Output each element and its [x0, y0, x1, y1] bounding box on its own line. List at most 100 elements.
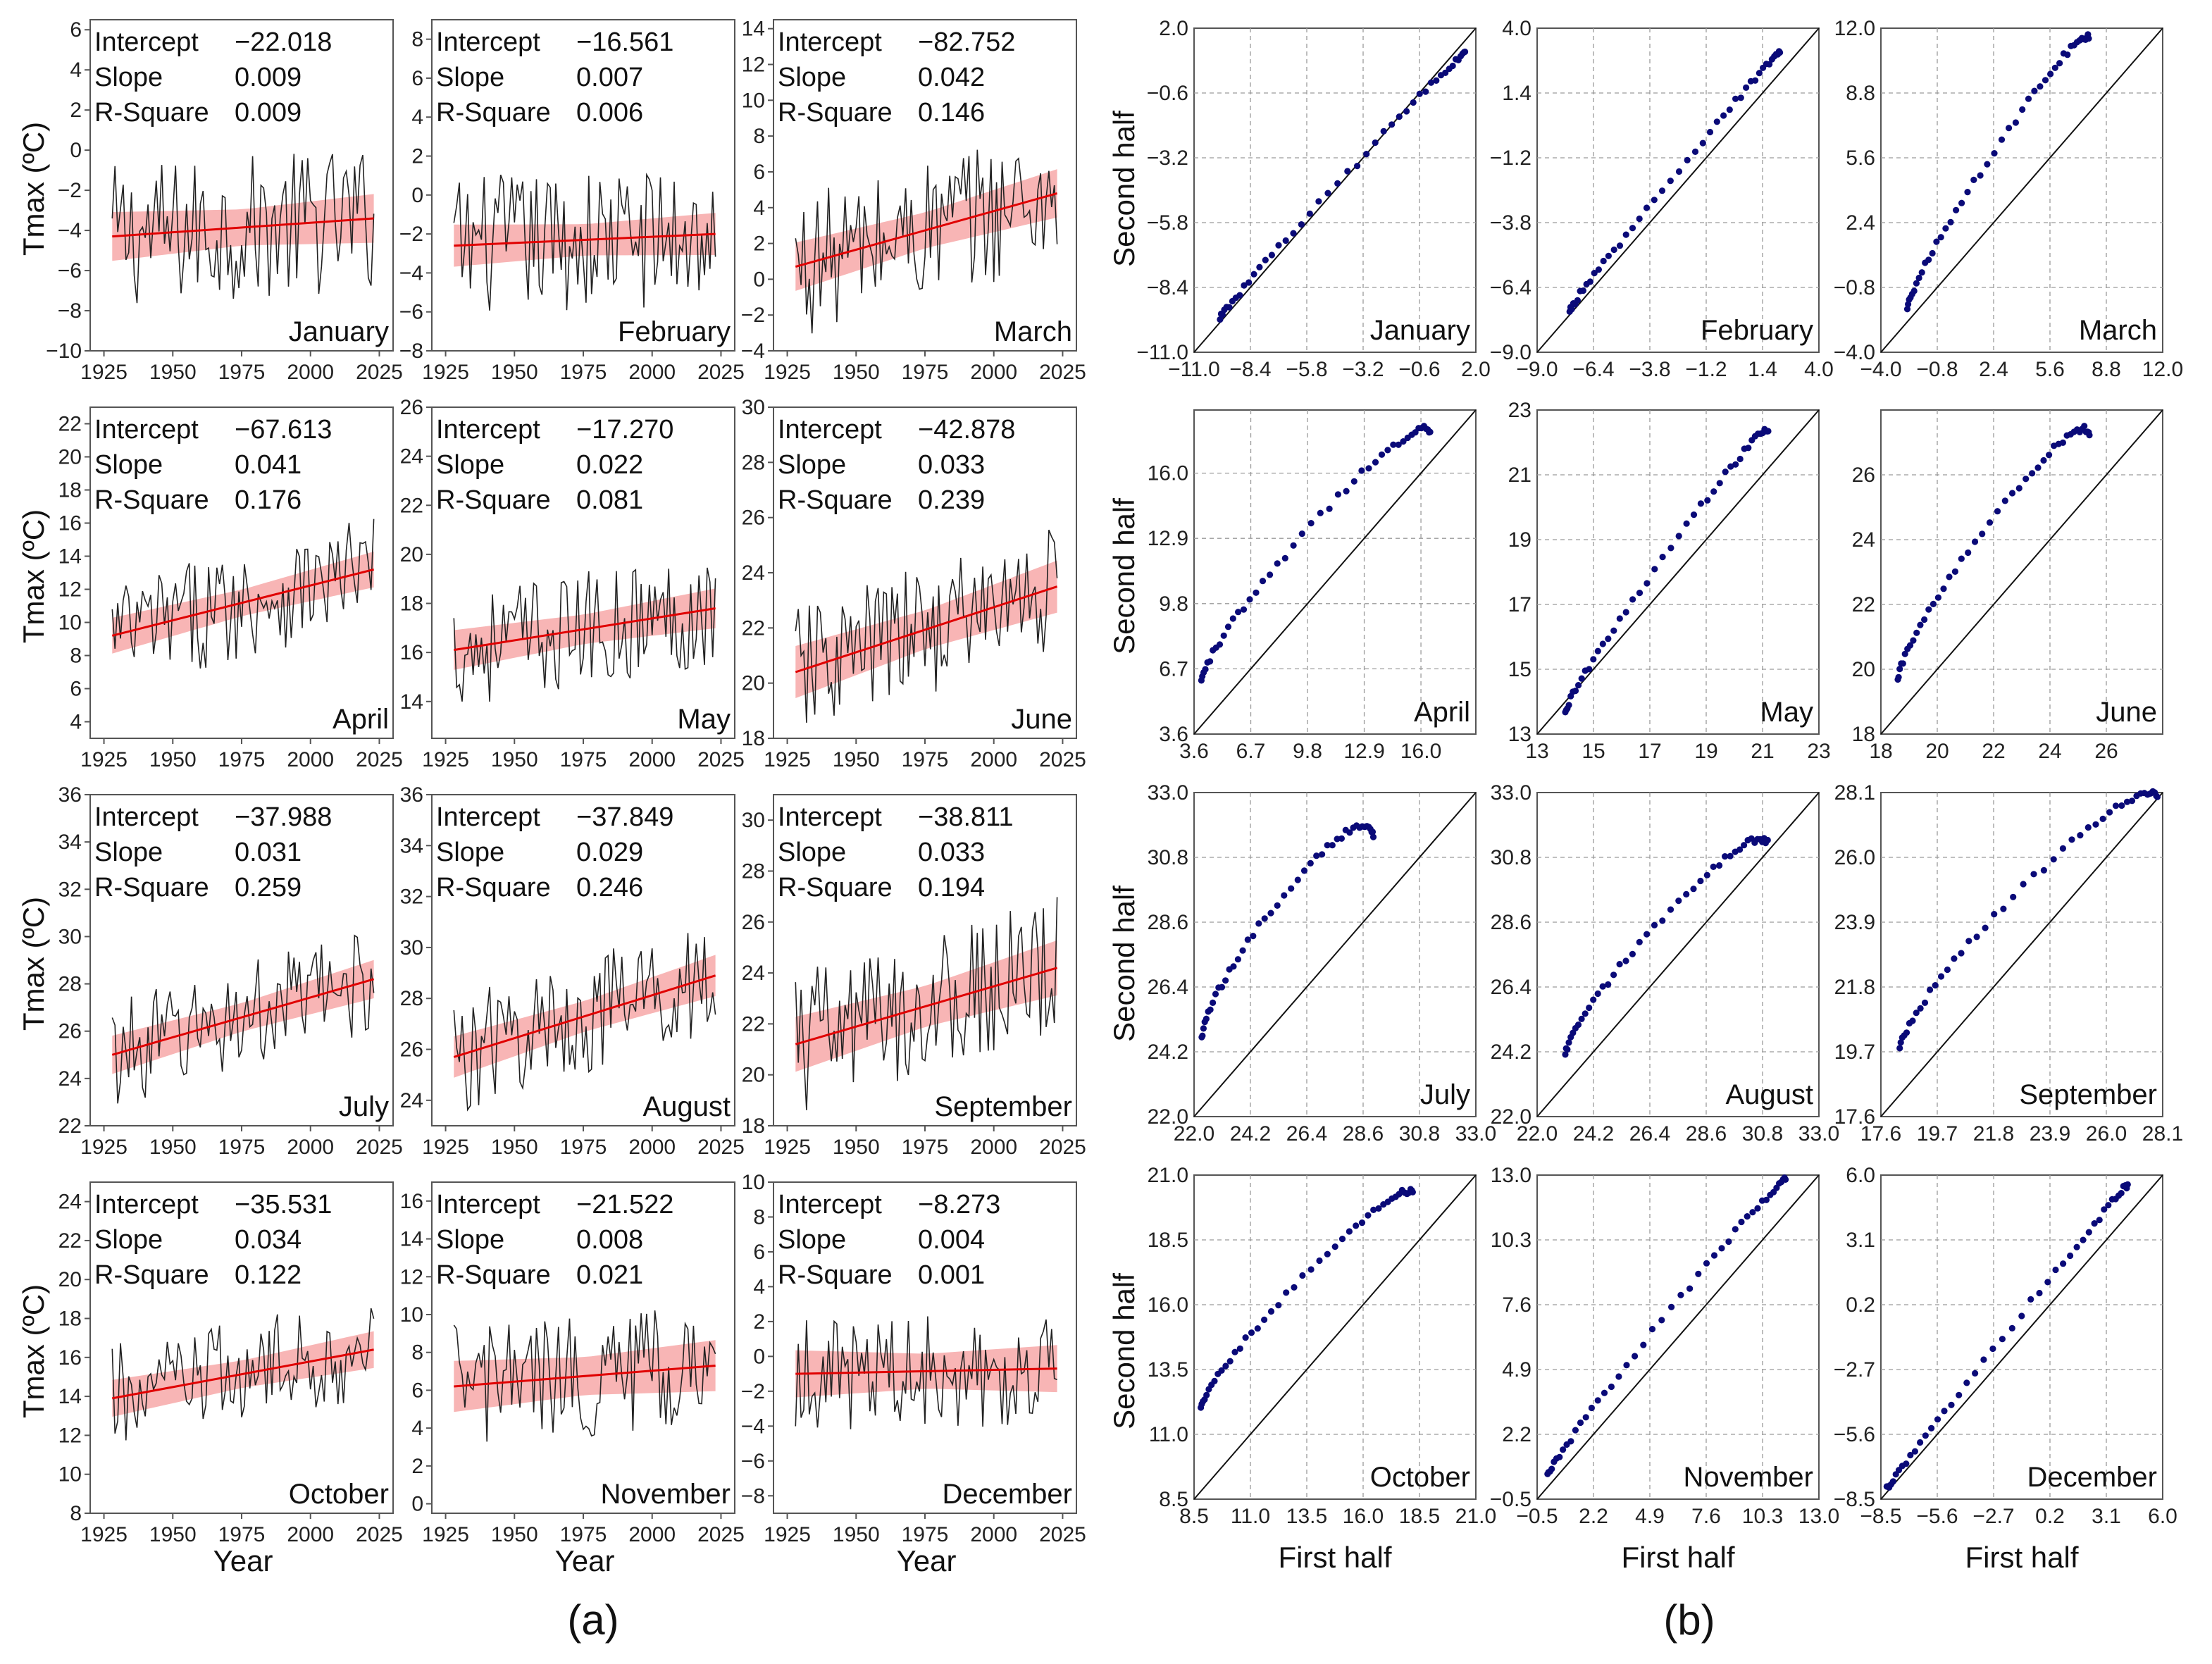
qq-point: [2084, 824, 2092, 831]
qq-ytick-label: 21.0: [1148, 1164, 1188, 1187]
ts-ytick-label: −6: [741, 1450, 765, 1473]
qq-point: [1982, 924, 1989, 931]
ts-series-january: [111, 154, 375, 304]
qq-point: [1608, 1383, 1615, 1391]
qq-reference-line-june: [1880, 409, 2163, 735]
qq-point: [1710, 1252, 1718, 1259]
qq-point: [1236, 292, 1243, 299]
qq-point: [1925, 256, 1932, 263]
stat-rsq-label: R-Square: [94, 873, 209, 902]
ts-xtick-label: 1925: [422, 1523, 469, 1546]
ts-ytick-label: 14: [58, 545, 82, 569]
ts-ytick-label: 22: [400, 494, 423, 517]
qq-point: [1575, 682, 1582, 689]
qq-point: [1907, 1451, 1914, 1459]
ts-ytick-label: 6: [753, 161, 765, 184]
qq-ytick-label: 26.4: [1148, 976, 1188, 999]
qq-point: [1998, 136, 2006, 143]
qq-ytick-label: 33.0: [1148, 781, 1188, 805]
qq-ytick-label: −8.4: [1147, 276, 1188, 299]
qq-point: [1918, 269, 1925, 276]
qq-point: [1582, 1010, 1589, 1017]
qq-point: [1239, 947, 1246, 954]
qq-point: [1691, 148, 1699, 155]
qq-point: [2124, 1181, 2131, 1188]
qq-ytick-label: 8.5: [1159, 1488, 1188, 1511]
ts-ytick-label: 0: [753, 1345, 765, 1368]
qq-point: [2112, 802, 2120, 809]
ts-xtick-label: 2000: [970, 748, 1017, 771]
qq-point: [1667, 545, 1674, 552]
qq-point: [1372, 139, 1379, 147]
qq-xtick-label: −5.8: [1286, 358, 1327, 381]
stat-slope-value: 0.033: [918, 838, 985, 867]
ts-ytick-label: 6: [70, 678, 82, 701]
qq-point: [1910, 287, 1918, 294]
qq-point: [1353, 1222, 1360, 1229]
qq-point: [2047, 70, 2054, 77]
qq-ytick-label: 4.9: [1502, 1358, 1531, 1382]
ts-frame-february: [431, 19, 735, 352]
ts-ytick-label: 8: [411, 1341, 423, 1365]
ts-series-february: [453, 173, 716, 311]
ts-ytick-label: 28: [742, 451, 765, 474]
qq-ytick-label: 13: [1508, 723, 1531, 746]
qq-point: [2091, 1220, 2098, 1227]
qq-point: [1595, 266, 1602, 273]
ts-series-april: [111, 519, 375, 669]
qq-point: [1777, 49, 1784, 56]
stat-rsq-value: 0.122: [235, 1260, 302, 1290]
qq-point: [1207, 1006, 1214, 1013]
qq-point: [1427, 428, 1434, 435]
ts-xtick-label: 2025: [697, 361, 745, 384]
ts-ytick-label: 6: [70, 18, 82, 42]
qq-point: [1732, 1226, 1739, 1233]
stat-slope-label: Slope: [94, 450, 163, 480]
qq-point: [1338, 835, 1345, 842]
ts-series-august: [453, 933, 716, 1112]
qq-point: [1226, 304, 1233, 311]
ts-ytick-label: −2: [741, 304, 765, 327]
ts-ytick-label: 24: [58, 1067, 82, 1091]
stat-rsq-label: R-Square: [436, 98, 551, 128]
qq-point: [1927, 986, 1934, 993]
stat-intercept-value: −35.531: [235, 1190, 332, 1219]
qq-ylabel-row4: Second half: [1107, 1273, 1141, 1429]
qq-point: [1261, 915, 1268, 922]
qq-xtick-label: 28.6: [1343, 1122, 1384, 1145]
qq-point: [1756, 70, 1763, 77]
qq-point: [1979, 530, 1986, 538]
qq-point: [1616, 615, 1623, 622]
qq-xtick-label: 10.3: [1742, 1505, 1783, 1528]
qq-ylabel-row2: Second half: [1107, 498, 1141, 654]
qq-point: [1250, 933, 1257, 940]
qq-point: [1300, 867, 1308, 874]
qq-xtick-label: −5.6: [1916, 1505, 1958, 1528]
stat-intercept-value: −67.613: [235, 415, 332, 445]
qq-xtick-label: −8.5: [1860, 1505, 1901, 1528]
stat-slope-value: 0.033: [918, 450, 985, 480]
qq-ytick-label: 23: [1508, 399, 1531, 422]
ts-xtick-label: 1950: [833, 748, 880, 771]
qq-point: [1956, 1391, 1963, 1398]
ts-ytick-label: 18: [742, 1114, 765, 1138]
ts-month-label: July: [339, 1091, 389, 1122]
qq-point: [1586, 1004, 1593, 1012]
ts-month-label: March: [994, 316, 1072, 347]
qq-month-label: May: [1760, 697, 1813, 728]
ts-ytick-label: 16: [400, 641, 423, 664]
ts-month-label: April: [333, 704, 389, 735]
qq-point: [2118, 1190, 2125, 1197]
qq-point: [1363, 151, 1370, 158]
qq-point: [1274, 560, 1281, 567]
qq-point: [1752, 77, 1759, 84]
stat-rsq-value: 0.001: [918, 1260, 985, 1290]
ts-xtick-label: 1975: [560, 1136, 607, 1159]
qq-ytick-label: 11.0: [1149, 1423, 1188, 1446]
qq-point: [1375, 1205, 1382, 1212]
stat-rsq-label: R-Square: [94, 485, 209, 515]
qq-point: [1433, 77, 1440, 84]
qq-point: [1203, 1015, 1210, 1022]
